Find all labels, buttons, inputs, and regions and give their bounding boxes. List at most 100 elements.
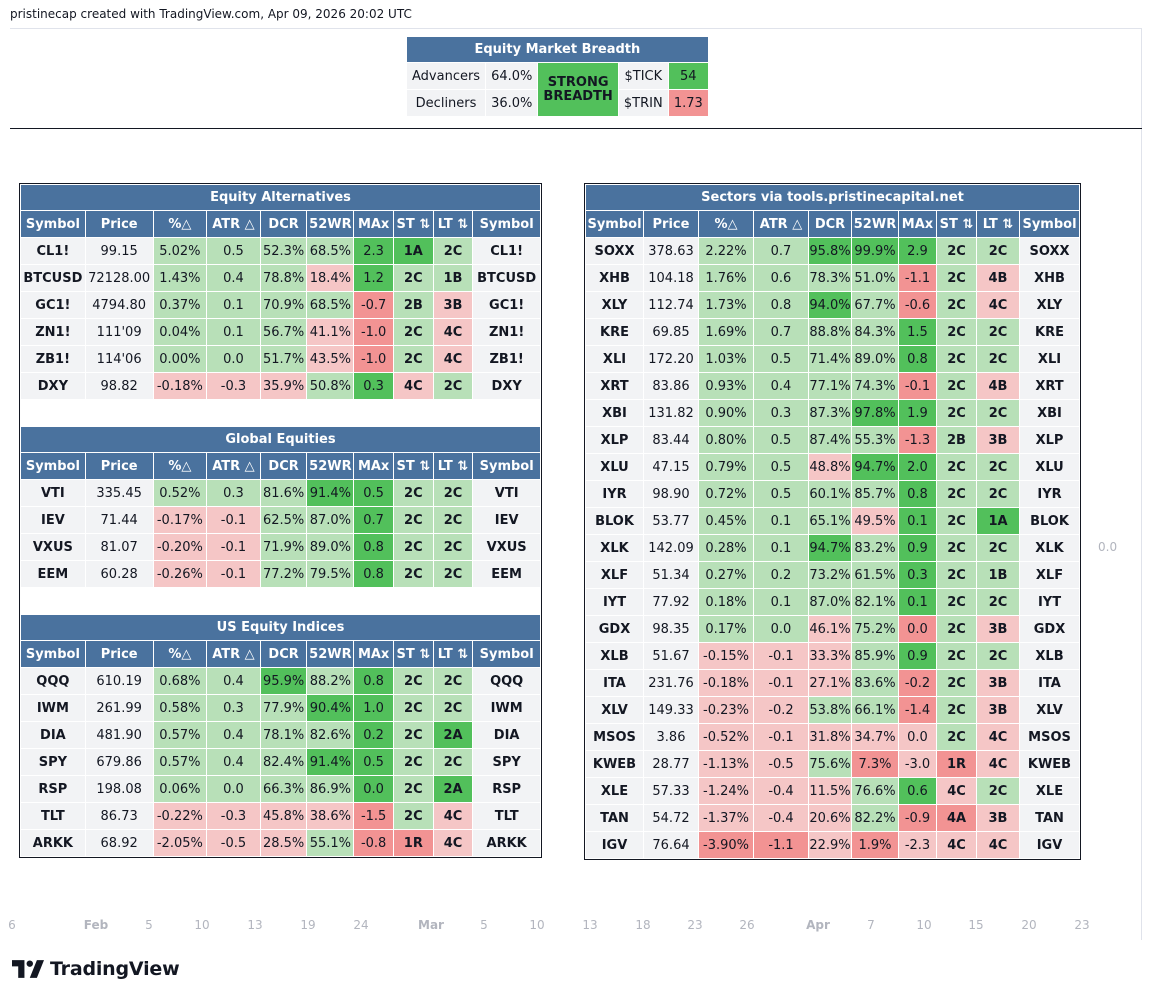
table-cell: 2C	[976, 480, 1020, 508]
table-cell: 95.9%	[259, 667, 308, 695]
table-cell: 0.04%	[152, 318, 208, 346]
table-cell: 57.33	[643, 777, 699, 805]
table-cell: 4C	[432, 318, 474, 346]
column-header: MAx	[353, 640, 394, 668]
table-cell: 0.4	[206, 721, 261, 749]
table-cell: XLY	[1019, 291, 1080, 319]
table-cell: -0.6	[898, 291, 937, 319]
table-cell: 76.64	[643, 831, 699, 859]
table-cell: 88.8%	[808, 318, 852, 346]
table-cell: 89.0%	[306, 533, 355, 561]
table-cell: XLU	[1019, 453, 1080, 481]
table-cell: 0.1	[753, 507, 809, 535]
table-cell: CL1!	[472, 237, 541, 265]
table-cell: MSOS	[1019, 723, 1080, 751]
table-row: ARKK 68.92 -2.05% -0.5 28.5% 55.1% -0.8 1R 4C ARK…	[20, 829, 541, 857]
table-cell: 2.0	[898, 453, 937, 481]
table-cell: 76.6%	[851, 777, 899, 805]
table-cell: XLE	[1019, 777, 1080, 805]
time-axis-tick: 23	[687, 918, 703, 932]
table-cell: 81.07	[84, 533, 154, 561]
table-cell: 2C	[392, 506, 434, 534]
table-row: SPY 679.86 0.57% 0.4 82.4% 91.4% 0.5 2C 2C SPY	[20, 748, 541, 776]
table-cell: 4C	[976, 750, 1020, 778]
chart-pane[interactable]	[10, 28, 1142, 940]
table-cell: XLB	[1019, 642, 1080, 670]
table-cell: 0.57%	[152, 721, 208, 749]
table-cell: 75.6%	[808, 750, 852, 778]
table-cell: 82.2%	[851, 804, 899, 832]
table-cell: 99.9%	[851, 237, 899, 265]
table-cell: 98.82	[84, 372, 154, 400]
section-spacer	[20, 587, 541, 615]
column-header: Price	[84, 452, 154, 480]
section-spacer	[20, 399, 541, 427]
time-axis[interactable]: 6 Feb 5 10 13 19 24 Mar 5 10 13 18 23 26 Apr 7 10 15 20 23	[8, 916, 1142, 936]
table-cell: 0.80%	[698, 426, 754, 454]
table-cell: 0.3	[206, 479, 261, 507]
table-cell: 94.0%	[808, 291, 852, 319]
column-header: LT ⇅	[976, 210, 1020, 238]
table-cell: -0.4	[753, 804, 809, 832]
table-cell: KRE	[1019, 318, 1080, 346]
table-cell: 4C	[392, 372, 434, 400]
table-cell: 0.1	[206, 291, 261, 319]
pane-divider[interactable]	[10, 128, 1142, 129]
table-row: IYR 98.90 0.72% 0.5 60.1% 85.7% 0.8 2C 2C IYR	[585, 480, 1080, 508]
table-cell: TAN	[585, 804, 644, 832]
column-header: ATR △	[753, 210, 809, 238]
table-cell: 83.2%	[851, 534, 899, 562]
column-header: Symbol	[472, 452, 541, 480]
table-cell: 5.02%	[152, 237, 208, 265]
table-cell: 11.5%	[808, 777, 852, 805]
table-cell: 0.0	[206, 345, 261, 373]
table-cell: 0.3	[753, 399, 809, 427]
table-cell: 94.7%	[808, 534, 852, 562]
table-cell: 77.1%	[808, 372, 852, 400]
table-row: DXY 98.82 -0.18% -0.3 35.9% 50.8% 0.3 4C 2C DXY	[20, 372, 541, 400]
table-cell: DIA	[472, 721, 541, 749]
table-cell: -1.3	[898, 426, 937, 454]
time-axis-tick: 23	[1074, 918, 1090, 932]
table-cell: -1.0	[353, 318, 394, 346]
time-axis-tick: 13	[247, 918, 263, 932]
table-cell: -0.1	[753, 642, 809, 670]
table-cell: XHB	[585, 264, 644, 292]
us-equity-indices-title: US Equity Indices	[20, 614, 541, 641]
tradingview-logo[interactable]: TradingView	[12, 958, 180, 980]
table-cell: 62.5%	[259, 506, 308, 534]
table-row: XLB 51.67 -0.15% -0.1 33.3% 85.9% 0.9 2C 2C XLB	[585, 642, 1080, 670]
trin-value: 1.73	[667, 89, 709, 117]
column-header: ST ⇅	[392, 640, 434, 668]
table-cell: 0.06%	[152, 775, 208, 803]
table-cell: IWM	[472, 694, 541, 722]
table-row: XLE 57.33 -1.24% -0.4 11.5% 76.6% 0.6 4C 2C XLE	[585, 777, 1080, 805]
column-header: ATR △	[206, 210, 261, 238]
table-cell: 67.7%	[851, 291, 899, 319]
spacer-cell	[20, 399, 541, 427]
table-cell: 0.17%	[698, 615, 754, 643]
table-cell: 45.8%	[259, 802, 308, 830]
table-cell: 0.72%	[698, 480, 754, 508]
table-cell: 0.4	[206, 264, 261, 292]
table-cell: 49.5%	[851, 507, 899, 535]
table-row: XLF 51.34 0.27% 0.2 73.2% 61.5% 0.3 2C 1B XLF	[585, 561, 1080, 589]
table-cell: XRT	[585, 372, 644, 400]
table-cell: 0.28%	[698, 534, 754, 562]
table-cell: 1R	[936, 750, 977, 778]
table-cell: 0.52%	[152, 479, 208, 507]
table-cell: 3B	[976, 696, 1020, 724]
table-cell: 2C	[976, 534, 1020, 562]
table-cell: XLY	[585, 291, 644, 319]
column-header: %△	[698, 210, 754, 238]
table-cell: 87.3%	[808, 399, 852, 427]
column-header: Symbol	[20, 210, 86, 238]
table-cell: GDX	[1019, 615, 1080, 643]
table-cell: 4C	[936, 777, 977, 805]
column-header: Symbol	[585, 210, 644, 238]
table-cell: 78.8%	[259, 264, 308, 292]
table-row: KWEB 28.77 -1.13% -0.5 75.6% 7.3% -3.0 1R 4C KWEB	[585, 750, 1080, 778]
table-cell: 2C	[392, 345, 434, 373]
table-cell: -1.1	[753, 831, 809, 859]
table-cell: -0.2	[898, 669, 937, 697]
